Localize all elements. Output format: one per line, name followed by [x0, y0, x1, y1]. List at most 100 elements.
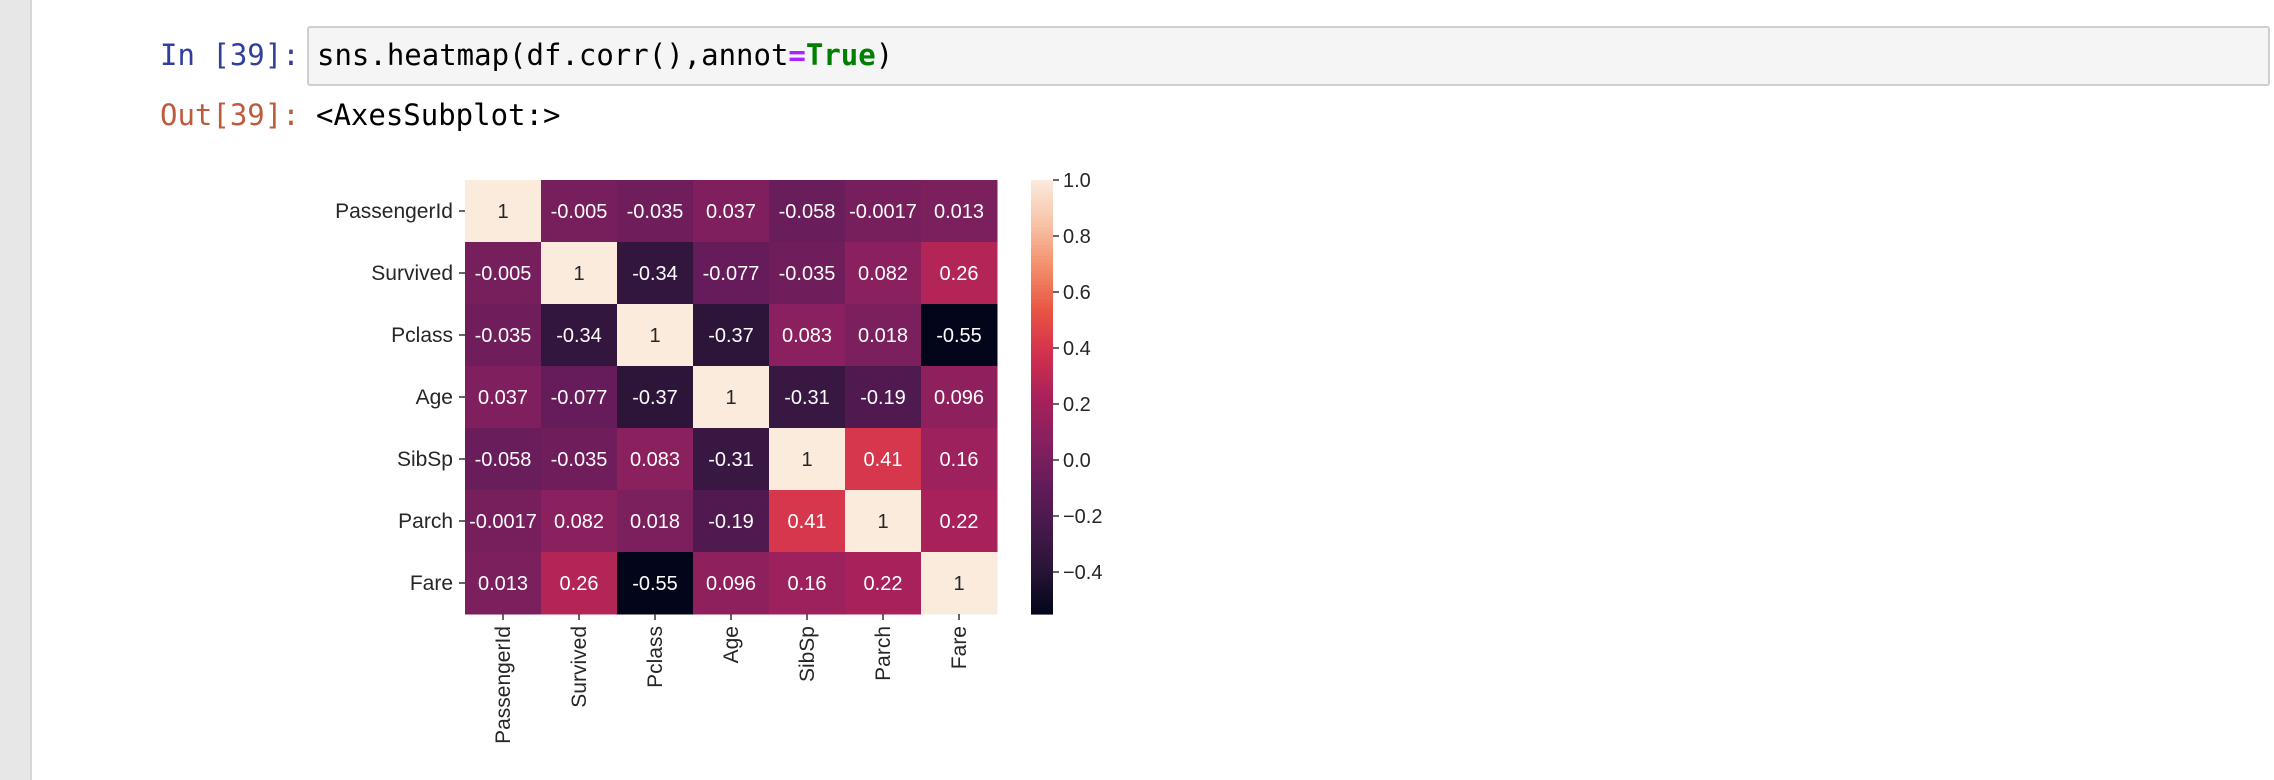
heatmap-annotation: 1: [877, 511, 888, 533]
colorbar-segment: [1031, 512, 1053, 517]
colorbar-segment: [1031, 375, 1053, 380]
heatmap-annotation: -0.058: [475, 449, 532, 471]
colorbar-segment: [1031, 498, 1053, 503]
colorbar-tick-label: 0.0: [1063, 450, 1091, 472]
x-tick-label: Survived: [568, 626, 591, 708]
heatmap-annotation: 0.018: [630, 511, 680, 533]
code-line: sns.heatmap(df.corr(),annot=True): [317, 38, 893, 72]
y-tick-label: Age: [416, 386, 453, 409]
colorbar-segment: [1031, 451, 1053, 456]
heatmap-annotation: -0.31: [708, 449, 754, 471]
colorbar-segment: [1031, 277, 1053, 282]
colorbar-segment: [1031, 223, 1053, 228]
x-tick-label: Parch: [872, 626, 895, 681]
colorbar-segment: [1031, 404, 1053, 409]
colorbar-segment: [1031, 491, 1053, 496]
heatmap-annotation: 1: [801, 449, 812, 471]
output-prompt: Out[39]:: [160, 98, 300, 132]
colorbar-segment: [1031, 386, 1053, 391]
heatmap-cell-SibSp-Age: [693, 428, 770, 491]
heatmap-annotation: 0.26: [560, 573, 599, 595]
colorbar-segment: [1031, 418, 1053, 423]
colorbar-segment: [1031, 317, 1053, 322]
colorbar-segment: [1031, 274, 1053, 279]
input-prompt: In [39]:: [160, 38, 300, 72]
colorbar-segment: [1031, 465, 1053, 470]
colorbar-segment: [1031, 548, 1053, 554]
colorbar-segment: [1031, 302, 1053, 308]
colorbar-segment: [1031, 255, 1053, 261]
colorbar-segment: [1031, 321, 1053, 326]
heatmap-annotation: -0.0017: [469, 511, 537, 533]
colorbar-segment: [1031, 389, 1053, 394]
colorbar-segment: [1031, 230, 1053, 235]
heatmap-cell-Fare-SibSp: [769, 552, 846, 615]
heatmap-cell-Pclass-Fare: [921, 304, 998, 367]
heatmap-annotation: 1: [953, 573, 964, 595]
colorbar-segment: [1031, 563, 1053, 568]
heatmap-cell-PassengerId-Survived: [541, 180, 618, 243]
colorbar-segment: [1031, 328, 1053, 333]
colorbar-segment: [1031, 472, 1053, 478]
colorbar-segment: [1031, 324, 1053, 329]
colorbar-segment: [1031, 227, 1053, 232]
colorbar-segment: [1031, 574, 1053, 579]
colorbar-segment: [1031, 295, 1053, 300]
heatmap-cell-Age-Fare: [921, 366, 998, 429]
colorbar-segment: [1031, 393, 1053, 398]
heatmap-cell-SibSp-SibSp: [769, 428, 846, 491]
colorbar-segment: [1031, 205, 1053, 210]
heatmap-cell-SibSp-Survived: [541, 428, 618, 491]
heatmap-cell-PassengerId-Age: [693, 180, 770, 243]
heatmap-annotation: 0.037: [478, 387, 528, 409]
colorbar-segment: [1031, 458, 1053, 463]
heatmap-cell-Pclass-PassengerId: [465, 304, 542, 367]
colorbar-segment: [1031, 599, 1053, 604]
heatmap-cell-Parch-SibSp: [769, 490, 846, 553]
colorbar-segment: [1031, 415, 1053, 420]
heatmap-annotation: -0.035: [475, 325, 532, 347]
x-tick-label: Age: [720, 626, 743, 663]
code-input-area[interactable]: sns.heatmap(df.corr(),annot=True): [307, 26, 2270, 86]
colorbar-segment: [1031, 360, 1053, 366]
colorbar-segment: [1031, 436, 1053, 441]
colorbar-segment: [1031, 519, 1053, 525]
heatmap-cell-PassengerId-PassengerId: [465, 180, 542, 243]
colorbar-tick-label: −0.2: [1063, 506, 1102, 528]
colorbar-segment: [1031, 306, 1053, 311]
heatmap-cell-SibSp-Pclass: [617, 428, 694, 491]
heatmap-cell-Pclass-Pclass: [617, 304, 694, 367]
colorbar-segment: [1031, 433, 1053, 438]
colorbar-segment: [1031, 559, 1053, 564]
colorbar-segment: [1031, 335, 1053, 340]
y-tick-label: Fare: [410, 572, 453, 595]
heatmap-annotation: 0.013: [478, 573, 528, 595]
colorbar-segment: [1031, 581, 1053, 586]
colorbar-segment: [1031, 494, 1053, 499]
colorbar-segment: [1031, 447, 1053, 452]
heatmap-cell-Pclass-Age: [693, 304, 770, 367]
colorbar-segment: [1031, 501, 1053, 507]
colorbar-segment: [1031, 284, 1053, 290]
heatmap-cell-Age-SibSp: [769, 366, 846, 429]
heatmap-annotation: 0.16: [940, 449, 979, 471]
heatmap-cell-PassengerId-Fare: [921, 180, 998, 243]
colorbar-segment: [1031, 190, 1053, 196]
code-keyword: True: [805, 38, 876, 72]
colorbar-segment: [1031, 538, 1053, 543]
heatmap-annotation: 0.083: [782, 325, 832, 347]
colorbar-segment: [1031, 552, 1053, 557]
colorbar-segment: [1031, 606, 1053, 611]
colorbar-segment: [1031, 505, 1053, 510]
heatmap-annotation: 0.22: [864, 573, 903, 595]
code-text: sns.heatmap(df.corr(),annot: [317, 38, 789, 72]
heatmap-annotation: 0.037: [706, 201, 756, 223]
heatmap-annotation: 1: [497, 201, 508, 223]
x-tick-label: SibSp: [796, 626, 819, 682]
heatmap-annotation: -0.19: [860, 387, 906, 409]
colorbar-segment: [1031, 252, 1053, 257]
colorbar-segment: [1031, 339, 1053, 344]
colorbar-segment: [1031, 411, 1053, 416]
colorbar-segment: [1031, 566, 1053, 572]
colorbar-segment: [1031, 454, 1053, 460]
